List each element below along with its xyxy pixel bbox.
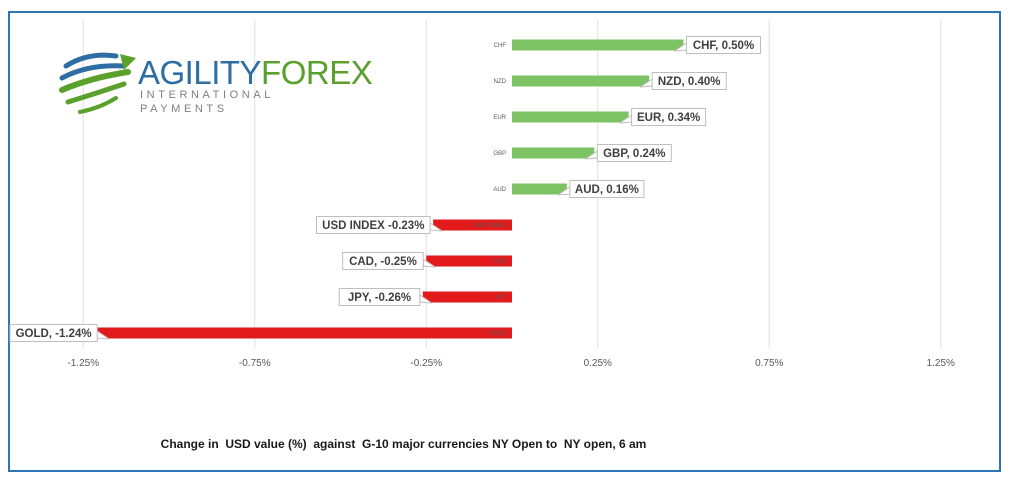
category-label: CAD	[493, 259, 506, 265]
data-label: JPY, -0.26%	[338, 288, 433, 306]
label-box	[631, 108, 707, 126]
data-label: EUR, 0.34%	[619, 108, 707, 126]
x-tick-label: -1.25%	[67, 358, 99, 369]
category-label: EUR	[493, 115, 506, 121]
category-label: AUD	[493, 187, 506, 193]
data-label: AUD, 0.16%	[557, 180, 645, 198]
data-label: CHF, 0.50%	[674, 36, 761, 54]
chart-frame	[8, 11, 1001, 472]
label-box	[342, 252, 424, 270]
x-tick-label: 1.25%	[927, 358, 955, 369]
globe-icon	[59, 52, 136, 114]
bar-aud	[512, 183, 567, 195]
category-labels: CHF NZD EUR GBP AUD USD INDEX CAD JPY GOLD	[473, 43, 506, 337]
bar-nzd	[512, 75, 650, 87]
label-box	[338, 288, 421, 306]
bar-jpy	[422, 291, 512, 303]
bar-gold	[86, 327, 513, 339]
category-label: CHF	[494, 43, 507, 49]
data-label-text: EUR, 0.34%	[637, 112, 700, 124]
logo-word-forex: FOREX	[261, 54, 373, 91]
data-label: USD INDEX -0.23%	[316, 216, 443, 234]
category-label: NZD	[494, 79, 507, 85]
data-label-text: JPY, -0.26%	[348, 292, 411, 304]
data-label-text: USD INDEX -0.23%	[322, 220, 424, 232]
logo-wordmark: AGILITYFOREX	[138, 54, 373, 91]
data-label-text: CAD, -0.25%	[349, 256, 417, 268]
bar-chf	[512, 39, 684, 51]
label-box	[686, 36, 761, 54]
logo-word-agility: AGILITY	[138, 54, 262, 91]
category-label: GOLD	[489, 331, 507, 337]
x-tick-label: -0.75%	[239, 358, 271, 369]
data-label: GOLD, -1.24%	[9, 324, 110, 342]
company-logo: AGILITYFOREX INTERNATIONAL PAYMENTS	[58, 44, 373, 116]
data-label-text: CHF, 0.50%	[693, 40, 754, 52]
label-box	[596, 144, 672, 162]
data-label-text: AUD, 0.16%	[575, 184, 639, 196]
data-label: GBP, 0.24%	[585, 144, 672, 162]
label-box	[651, 72, 727, 90]
data-label-text: GBP, 0.24%	[603, 148, 665, 160]
category-label: USD INDEX	[473, 223, 506, 229]
bar-cad	[426, 255, 512, 267]
x-tick-label: 0.25%	[584, 358, 612, 369]
bar-usd-index	[433, 219, 512, 231]
label-box	[9, 324, 98, 342]
data-label-text: NZD, 0.40%	[658, 76, 721, 88]
bar-gbp	[512, 147, 595, 159]
x-tick-label: 0.75%	[755, 358, 783, 369]
chart-caption: Change in USD value (%) against G-10 maj…	[160, 437, 647, 451]
data-label: CAD, -0.25%	[342, 252, 436, 270]
category-label: JPY	[495, 295, 506, 301]
data-label-text: GOLD, -1.24%	[16, 328, 92, 340]
bars	[86, 39, 684, 339]
data-labels: CHF, 0.50% NZD, 0.40% EUR, 0.34% GBP, 0.24%…	[9, 36, 761, 342]
x-axis-ticks: -1.25% -0.75% -0.25% 0.25% 0.75% 1.25%	[67, 358, 955, 369]
logo-tagline: INTERNATIONAL PAYMENTS	[140, 89, 274, 115]
label-box	[569, 180, 645, 198]
label-box	[316, 216, 431, 234]
bar-eur	[512, 111, 629, 123]
x-tick-label: -0.25%	[410, 358, 442, 369]
gridlines	[82, 20, 942, 348]
category-label: GBP	[493, 151, 506, 157]
data-label: NZD, 0.40%	[639, 72, 727, 90]
